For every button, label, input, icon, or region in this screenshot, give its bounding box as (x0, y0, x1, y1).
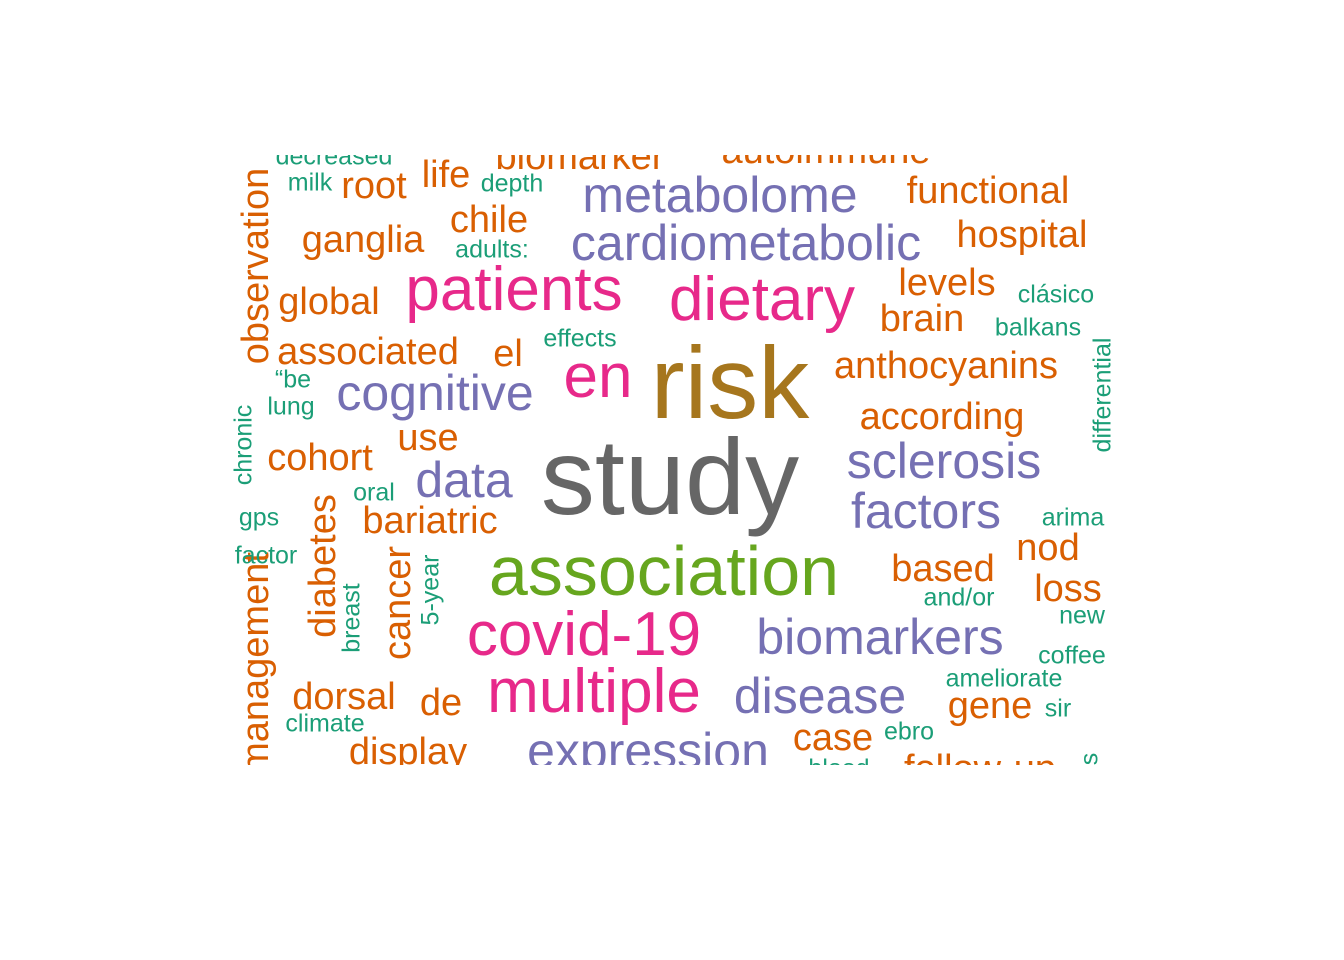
word-decreased: decreased (275, 155, 393, 171)
word-expression: expression (527, 723, 769, 765)
word-cancer: cancer (377, 545, 419, 661)
word-s-fragment: s (1075, 752, 1104, 765)
word-clasico: clásico (1017, 280, 1095, 309)
word-data: data (415, 452, 513, 508)
word-covid-19: covid-19 (466, 600, 702, 669)
word-be: “be (274, 365, 312, 394)
word-life: life (421, 155, 471, 196)
word-brain: brain (879, 298, 965, 340)
word-breast: breast (337, 583, 366, 653)
word-functional: functional (906, 170, 1070, 212)
word-biomarker: biomarker (495, 155, 665, 178)
word-anthocyanins: anthocyanins (834, 345, 1058, 387)
word-lung: lung (267, 392, 315, 421)
word-effects: effects (543, 324, 617, 353)
word-sclerosis: sclerosis (846, 433, 1042, 489)
word-diabetes: diabetes (302, 494, 344, 638)
word-root: root (341, 165, 407, 207)
word-management: management (235, 552, 277, 765)
word-factor: factor (234, 541, 298, 570)
word-display: display (348, 731, 468, 765)
word-ganglia: ganglia (301, 219, 425, 261)
word-levels: levels (898, 262, 996, 304)
word-bariatric: bariatric (362, 500, 498, 542)
word-cloud: study risk association patients dietary … (222, 155, 1122, 765)
word-cognitive: cognitive (336, 365, 534, 421)
word-autoimmune: autoimmune (721, 155, 930, 170)
word-gene: gene (947, 685, 1033, 727)
word-patients: patients (405, 255, 623, 324)
word-multiple: multiple (487, 657, 701, 726)
word-based: based (891, 548, 995, 590)
word-metabolome: metabolome (582, 167, 858, 223)
word-nod: nod (1016, 527, 1080, 569)
word-balkans: balkans (994, 313, 1082, 342)
word-biomarkers: biomarkers (756, 609, 1004, 665)
word-ameliorate: ameliorate (945, 664, 1063, 693)
word-milk: milk (287, 168, 333, 197)
word-chile: chile (449, 199, 529, 241)
word-follow-up: follow-up (904, 750, 1056, 765)
word-hospital: hospital (956, 214, 1088, 256)
word-use: use (397, 417, 459, 459)
word-cohort: cohort (267, 437, 373, 479)
word-study: study (540, 416, 800, 537)
word-global: global (278, 281, 380, 323)
word-coffee: coffee (1038, 641, 1106, 670)
word-according: according (859, 396, 1025, 438)
word-associated: associated (277, 331, 459, 373)
word-adults: adults: (455, 235, 529, 264)
word-el: el (493, 333, 523, 375)
word-top-fragment: ' ' (978, 155, 995, 164)
word-differential: differential (1088, 337, 1117, 453)
word-case: case (792, 717, 874, 759)
word-disease: disease (733, 668, 907, 724)
word-observation: observation (235, 167, 277, 365)
word-climate: climate (285, 709, 365, 738)
word-dorsal: dorsal (292, 676, 396, 718)
word-5-year: 5-year (416, 554, 445, 626)
word-dietary: dietary (668, 265, 856, 334)
word-factors: factors (850, 483, 1002, 539)
word-chronic: chronic (229, 404, 258, 486)
word-arima: arima (1041, 503, 1105, 532)
word-gps: gps (238, 503, 280, 532)
word-cardiometabolic: cardiometabolic (570, 215, 922, 271)
word-depth: depth (480, 169, 544, 198)
word-oral: oral (353, 478, 395, 507)
word-risk: risk (650, 326, 810, 440)
word-and-or: and/or (923, 583, 995, 612)
word-ebro: ebro (883, 717, 935, 746)
word-new: new (1059, 601, 1105, 630)
word-en: en (563, 342, 633, 411)
word-sir: sir (1044, 694, 1072, 723)
word-loss: loss (1034, 568, 1102, 610)
word-de: de (419, 682, 463, 724)
word-association: association (488, 532, 840, 610)
word-blood: blood (808, 756, 869, 765)
